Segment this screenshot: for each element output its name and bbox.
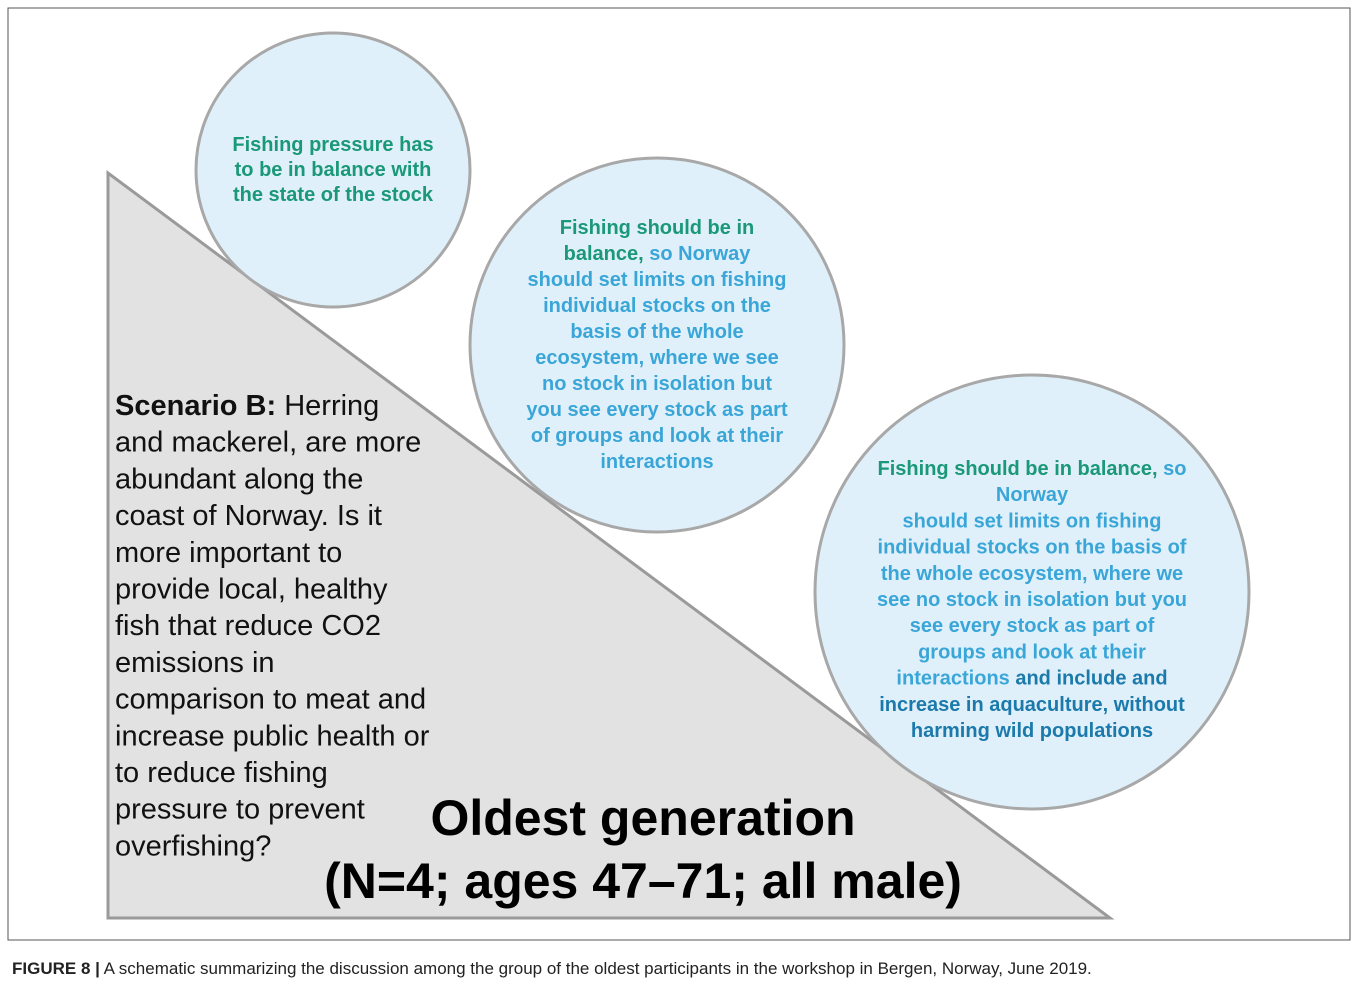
bubble-line: harming wild populations — [911, 720, 1153, 742]
bubble-line: balance, so Norway — [564, 243, 752, 265]
bubble-line: to be in balance with — [235, 159, 432, 181]
scenario-text: and mackerel, are more — [115, 427, 421, 459]
bubble — [813, 373, 1251, 811]
bubble-text: the whole ecosystem, where we — [881, 563, 1183, 585]
bubble-line: Fishing pressure has — [232, 134, 433, 156]
scenario-line: provide local, healthy — [115, 574, 388, 606]
bubble-text: balance, — [564, 243, 644, 265]
bubble-line: of groups and look at their — [531, 425, 783, 447]
scenario-text: pressure to prevent — [115, 794, 365, 826]
scenario-text: comparison to meat and — [115, 684, 426, 716]
bubble-text: Norway — [996, 484, 1069, 506]
scenario-text: emissions in — [115, 647, 275, 679]
bubble-line: the whole ecosystem, where we — [881, 563, 1183, 585]
bubble-text: interactions — [600, 451, 713, 473]
bubble-text: groups and look at their — [918, 641, 1146, 663]
group-subtitle: (N=4; ages 47–71; all male) — [324, 853, 962, 909]
bubble-line: Fishing should be in balance, so — [878, 458, 1187, 480]
bubble-text: the state of the stock — [233, 184, 434, 206]
scenario-text: provide local, healthy — [115, 574, 388, 606]
bubble-text: so — [1158, 458, 1187, 480]
bubble-line: Norway — [996, 484, 1069, 506]
scenario-line: and mackerel, are more — [115, 427, 421, 459]
bubble-line: the state of the stock — [233, 184, 434, 206]
bubble-text: harming wild populations — [911, 720, 1153, 742]
scenario-text: Scenario B: — [115, 390, 276, 422]
bubble-text: Fishing should be in balance, — [878, 458, 1158, 480]
scenario-text: fish that reduce CO2 — [115, 610, 381, 642]
scenario-text: increase public health or — [115, 720, 430, 752]
scenario-text: more important to — [115, 537, 342, 569]
scenario-text: Herring — [276, 390, 379, 422]
caption-text: A schematic summarizing the discussion a… — [100, 959, 1092, 978]
bubble-line: individual stocks on the — [543, 295, 771, 317]
bubble-line: see no stock in isolation but you — [877, 589, 1187, 611]
bubble-text: should set limits on fishing — [903, 510, 1162, 532]
bubble-line: basis of the whole — [570, 321, 743, 343]
bubble-text: basis of the whole — [570, 321, 743, 343]
bubble-line: Fishing should be in — [560, 217, 754, 239]
scenario-text: abundant along the — [115, 463, 363, 495]
bubble-line: no stock in isolation but — [542, 373, 772, 395]
scenario-line: to reduce fishing — [115, 757, 328, 789]
bubble-text: of groups and look at their — [531, 425, 783, 447]
bubble-line: interactions — [600, 451, 713, 473]
scenario-line: abundant along the — [115, 463, 363, 495]
scenario-text: overfishing? — [115, 830, 271, 862]
bubble-line: should set limits on fishing — [903, 510, 1162, 532]
bubble-text: no stock in isolation but — [542, 373, 772, 395]
bubble-text: you see every stock as part — [526, 399, 788, 421]
group-title: Oldest generation — [430, 790, 855, 846]
scenario-line: fish that reduce CO2 — [115, 610, 381, 642]
bubble-text: Fishing pressure has — [232, 134, 433, 156]
scenario-line: comparison to meat and — [115, 684, 426, 716]
scenario-line: emissions in — [115, 647, 275, 679]
bubble-text: so Norway — [644, 243, 752, 265]
scenario-line: increase public health or — [115, 720, 430, 752]
bubble-line: you see every stock as part — [526, 399, 788, 421]
bubble-text: to be in balance with — [235, 159, 432, 181]
bubble-line: should set limits on fishing — [528, 269, 787, 291]
bubble-text: interactions — [896, 668, 1009, 690]
scenario-text: coast of Norway. Is it — [115, 500, 382, 532]
bubble-line: individual stocks on the basis of — [878, 537, 1187, 559]
bubble-text: increase in aquaculture, without — [879, 694, 1185, 716]
scenario-text: to reduce fishing — [115, 757, 328, 789]
scenario-line: Scenario B: Herring — [115, 390, 379, 422]
bubble-text: individual stocks on the — [543, 295, 771, 317]
bubble-text: see every stock as part of — [910, 615, 1155, 637]
scenario-line: overfishing? — [115, 830, 271, 862]
triangle — [106, 170, 1115, 920]
bubble-line: increase in aquaculture, without — [879, 694, 1185, 716]
bubble-line: ecosystem, where we see — [535, 347, 778, 369]
bubble-text: ecosystem, where we see — [535, 347, 778, 369]
bubble — [194, 31, 472, 309]
bubble-text: see no stock in isolation but you — [877, 589, 1187, 611]
bubble-text: and include and — [1010, 668, 1168, 690]
bubble-line: groups and look at their — [918, 641, 1146, 663]
bubble — [468, 156, 846, 534]
bubble-text: individual stocks on the basis of — [878, 537, 1187, 559]
scenario-line: coast of Norway. Is it — [115, 500, 382, 532]
bubble-line: interactions and include and — [896, 668, 1167, 690]
caption: FIGURE 8 | A schematic summarizing the d… — [12, 959, 1092, 978]
caption-label: FIGURE 8 | — [12, 959, 100, 978]
scenario-line: more important to — [115, 537, 342, 569]
bubble-line: see every stock as part of — [910, 615, 1155, 637]
scenario-line: pressure to prevent — [115, 794, 365, 826]
bubble-text: Fishing should be in — [560, 217, 754, 239]
bubble-text: should set limits on fishing — [528, 269, 787, 291]
